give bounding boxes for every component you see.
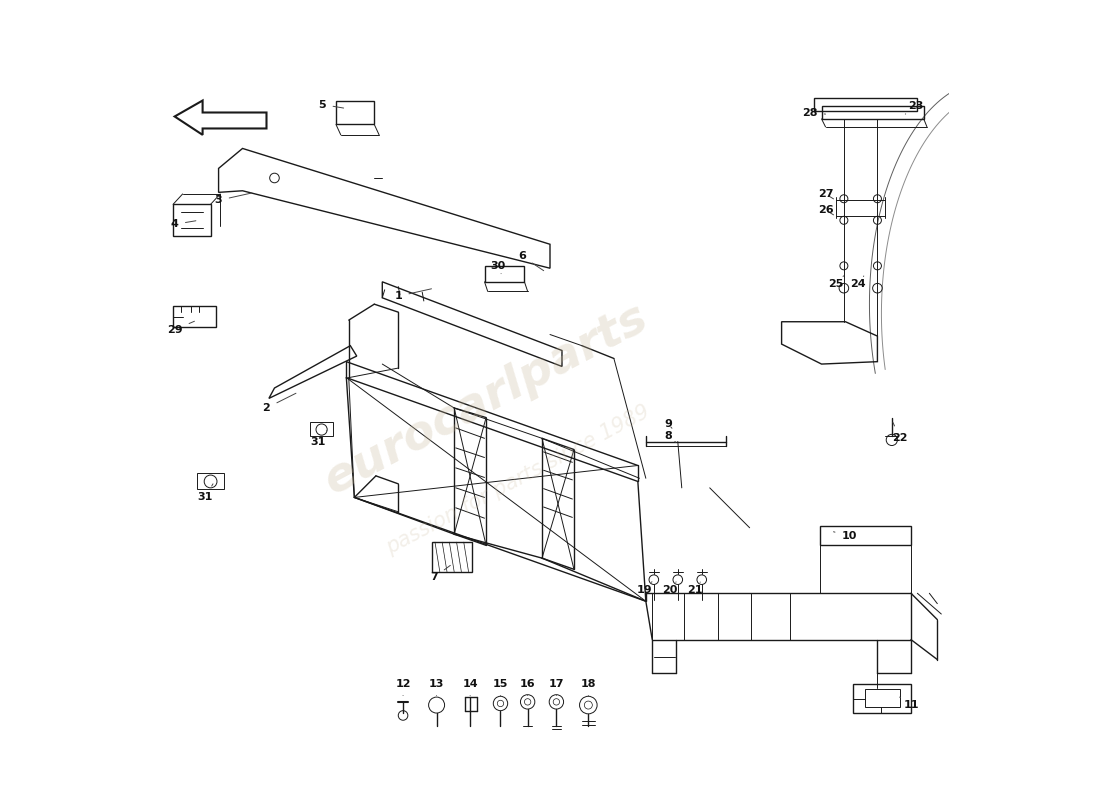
- Text: 30: 30: [491, 261, 506, 274]
- Text: 29: 29: [167, 322, 195, 334]
- Text: 23: 23: [905, 101, 924, 114]
- Text: 7: 7: [430, 566, 450, 582]
- Text: 31: 31: [197, 484, 213, 502]
- Text: 1: 1: [395, 289, 431, 301]
- Text: 10: 10: [834, 530, 857, 541]
- Text: 22: 22: [892, 422, 907, 442]
- Text: 9: 9: [664, 419, 672, 429]
- Text: 16: 16: [520, 678, 536, 695]
- Text: 14: 14: [462, 678, 478, 695]
- Text: 31: 31: [310, 430, 327, 446]
- Text: eurocarlparts: eurocarlparts: [317, 295, 656, 505]
- Text: 27: 27: [817, 189, 834, 199]
- Text: 12: 12: [395, 678, 410, 695]
- Text: 5: 5: [319, 99, 343, 110]
- Text: 21: 21: [688, 582, 703, 595]
- Text: 8: 8: [664, 431, 675, 442]
- Text: 19: 19: [637, 582, 652, 595]
- Text: 13: 13: [429, 678, 444, 695]
- Text: 24: 24: [849, 276, 866, 290]
- Text: 4: 4: [170, 219, 196, 230]
- Text: 15: 15: [493, 678, 508, 695]
- Text: 18: 18: [581, 678, 596, 695]
- Text: 11: 11: [900, 697, 918, 710]
- Text: 28: 28: [802, 107, 825, 118]
- Text: 25: 25: [828, 276, 844, 290]
- Text: 3: 3: [214, 193, 252, 206]
- Text: 26: 26: [817, 205, 834, 215]
- Text: 2: 2: [263, 394, 296, 413]
- Text: passion for parts since 1989: passion for parts since 1989: [383, 402, 653, 558]
- Text: 6: 6: [518, 251, 543, 270]
- Text: 17: 17: [549, 678, 564, 695]
- Text: 20: 20: [662, 582, 678, 595]
